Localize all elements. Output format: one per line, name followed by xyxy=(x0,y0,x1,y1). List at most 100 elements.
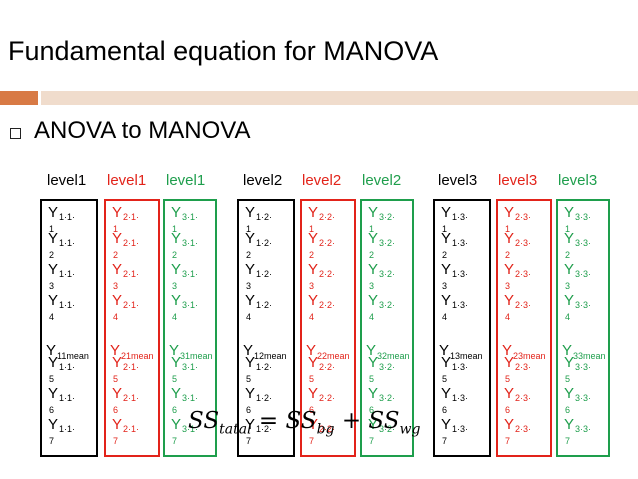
cell-index: 4 xyxy=(113,312,119,322)
cell-subscript: 2·2· xyxy=(319,300,336,310)
cell-index: 1 xyxy=(246,224,252,234)
mean-subscript: 33mean xyxy=(573,351,606,361)
cell-y: Y xyxy=(112,230,123,247)
cell-subscript: 2·2· xyxy=(319,362,336,372)
cell-y: Y xyxy=(441,354,452,371)
cell-index: 1 xyxy=(113,224,119,234)
cell-index: 4 xyxy=(172,312,178,322)
cell-y: Y xyxy=(368,292,379,309)
cell-subscript: 3·2· xyxy=(379,393,396,403)
cell-y: Y xyxy=(564,261,575,278)
cell-subscript: 3·1· xyxy=(182,269,199,279)
mean-subscript: 11mean xyxy=(57,351,89,361)
eq-lhs-sub: tatal xyxy=(219,421,252,438)
cell-subscript: 2·1· xyxy=(123,269,140,279)
cell-index: 7 xyxy=(49,436,55,446)
cell-index: 6 xyxy=(246,405,252,415)
cell-y: Y xyxy=(48,416,59,433)
cell-subscript: 1·1· xyxy=(59,269,76,279)
cell-y: Y xyxy=(112,204,123,221)
cell-index: 4 xyxy=(369,312,375,322)
cell-index: 4 xyxy=(505,312,511,322)
cell-subscript: 3·2· xyxy=(379,269,396,279)
cell-subscript: 1·1· xyxy=(59,393,76,403)
cell-y: Y xyxy=(504,230,515,247)
column-box xyxy=(237,199,295,457)
cell-y: Y xyxy=(564,354,575,371)
cell-subscript: 2·2· xyxy=(319,424,336,434)
cell-y: Y xyxy=(245,292,256,309)
cell-index: 6 xyxy=(309,405,315,415)
cell-subscript: 3·3· xyxy=(575,300,592,310)
cell-subscript: 2·3· xyxy=(515,362,532,372)
mean-subscript: 31mean xyxy=(180,351,213,361)
mean-y: Y xyxy=(439,342,450,359)
cell-subscript: 2·3· xyxy=(515,238,532,248)
page-title: Fundamental equation for MANOVA xyxy=(8,36,439,66)
cell-index: 4 xyxy=(309,312,315,322)
cell-y: Y xyxy=(112,261,123,278)
level-label: level3 xyxy=(498,172,538,189)
cell-index: 6 xyxy=(172,405,178,415)
eq-term1-sub: bg xyxy=(316,421,335,438)
cell-subscript: 1·2· xyxy=(256,362,273,372)
cell-index: 1 xyxy=(49,224,55,234)
cell-index: 3 xyxy=(369,281,375,291)
cell-subscript: 1·1· xyxy=(59,212,76,222)
cell-y: Y xyxy=(245,385,256,402)
cell-index: 3 xyxy=(565,281,571,291)
cell-subscript: 2·2· xyxy=(319,269,336,279)
cell-index: 2 xyxy=(442,250,448,260)
cell-index: 7 xyxy=(442,436,448,446)
cell-index: 1 xyxy=(369,224,375,234)
cell-index: 2 xyxy=(309,250,315,260)
cell-index: 7 xyxy=(246,436,252,446)
cell-subscript: 1·2· xyxy=(256,300,273,310)
cell-index: 7 xyxy=(113,436,119,446)
cell-y: Y xyxy=(504,261,515,278)
cell-y: Y xyxy=(441,292,452,309)
divider-bar xyxy=(41,91,638,105)
cell-y: Y xyxy=(171,416,182,433)
cell-index: 1 xyxy=(505,224,511,234)
cell-index: 1 xyxy=(172,224,178,234)
level-label: level2 xyxy=(362,172,402,189)
cell-y: Y xyxy=(504,385,515,402)
cell-index: 5 xyxy=(49,374,55,384)
cell-index: 6 xyxy=(505,405,511,415)
cell-subscript: 3·1· xyxy=(182,212,199,222)
mean-subscript: 13mean xyxy=(450,351,483,361)
cell-index: 1 xyxy=(565,224,571,234)
cell-subscript: 3·2· xyxy=(379,238,396,248)
accent-bar xyxy=(0,91,38,105)
cell-subscript: 2·1· xyxy=(123,393,140,403)
eq-lhs: SS xyxy=(188,408,220,434)
cell-y: Y xyxy=(171,204,182,221)
cell-y: Y xyxy=(441,204,452,221)
bullet-text: ANOVA to MANOVA xyxy=(34,117,251,144)
cell-index: 6 xyxy=(49,405,55,415)
cell-y: Y xyxy=(368,204,379,221)
eq-term2-sub: wg xyxy=(399,421,421,438)
cell-y: Y xyxy=(48,385,59,402)
cell-subscript: 1·2· xyxy=(256,424,273,434)
bullet-square-icon xyxy=(10,128,21,139)
cell-index: 3 xyxy=(172,281,178,291)
cell-index: 5 xyxy=(442,374,448,384)
cell-y: Y xyxy=(48,354,59,371)
cell-index: 3 xyxy=(113,281,119,291)
mean-y: Y xyxy=(562,342,573,359)
cell-y: Y xyxy=(564,385,575,402)
cell-subscript: 2·3· xyxy=(515,393,532,403)
level-label: level3 xyxy=(558,172,598,189)
cell-index: 5 xyxy=(565,374,571,384)
cell-index: 2 xyxy=(49,250,55,260)
cell-subscript: 3·1· xyxy=(182,238,199,248)
cell-y: Y xyxy=(308,385,319,402)
mean-y: Y xyxy=(243,342,254,359)
cell-y: Y xyxy=(112,354,123,371)
level-label: level1 xyxy=(107,172,147,189)
column-box xyxy=(360,199,414,457)
cell-y: Y xyxy=(441,416,452,433)
cell-subscript: 3·1· xyxy=(182,362,199,372)
